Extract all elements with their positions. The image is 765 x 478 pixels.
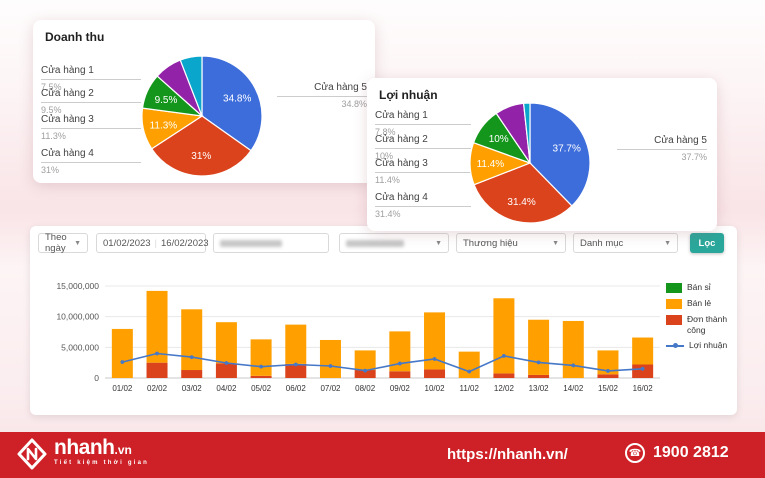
logo-wordmark: nhanh <box>54 436 115 459</box>
completed-orders-swatch-icon <box>666 315 682 325</box>
phone-icon: ☎ <box>625 443 645 463</box>
profit-line-icon <box>666 343 684 349</box>
svg-text:10%: 10% <box>489 134 509 145</box>
date-from-value[interactable]: 01/02/2023 <box>103 237 151 249</box>
svg-text:11.3%: 11.3% <box>150 120 178 131</box>
svg-text:08/02: 08/02 <box>355 384 376 393</box>
svg-text:13/02: 13/02 <box>529 384 550 393</box>
nhanh-logo: nhanh.vn Tiết kiệm thời gian <box>16 437 149 471</box>
svg-text:9.5%: 9.5% <box>155 95 178 106</box>
revenue-card: Doanh thu Cửa hàng 1 7.5% Cửa hàng 2 9.5… <box>33 20 375 183</box>
brand-select[interactable]: Thương hiệu ▼ <box>456 233 566 253</box>
filter-button[interactable]: Lọc <box>690 233 724 253</box>
group-by-select[interactable]: Theo ngày ▼ <box>38 232 88 254</box>
svg-text:04/02: 04/02 <box>216 384 237 393</box>
svg-text:11.4%: 11.4% <box>477 159 505 170</box>
chevron-down-icon: ▼ <box>435 239 442 247</box>
revenue-card-title: Doanh thu <box>45 30 105 44</box>
chevron-down-icon: ▼ <box>552 239 559 247</box>
svg-text:31.4%: 31.4% <box>507 197 535 208</box>
logo-tagline: Tiết kiệm thời gian <box>54 460 149 466</box>
profit-pie-chart: 37.7% 31.4% 11.4% 10% <box>469 102 591 224</box>
revenue-label-store5: Cửa hàng 5 34.8% <box>277 82 367 109</box>
redacted-text <box>220 239 282 247</box>
footer-hotline: ☎ 1900 2812 <box>625 443 729 463</box>
hotline-number: 1900 2812 <box>653 444 729 461</box>
date-divider: | <box>154 237 158 249</box>
footer-banner: nhanh.vn Tiết kiệm thời gian https://nha… <box>0 432 765 478</box>
revenue-label-store3: Cửa hàng 3 11.3% <box>41 114 141 141</box>
revenue-pie-chart: 34.8% 31% 11.3% 9.5% <box>141 55 263 177</box>
svg-text:01/02: 01/02 <box>112 384 133 393</box>
svg-text:31%: 31% <box>191 151 211 162</box>
profit-label-store2: Cửa hàng 2 10% <box>375 134 471 161</box>
sales-bar-chart: 0 5,000,000 10,000,000 15,000,000 01/02 02/02… <box>56 281 660 393</box>
svg-text:12/02: 12/02 <box>494 384 515 393</box>
svg-text:15,000,000: 15,000,000 <box>56 281 99 291</box>
profit-card: Lợi nhuận Cửa hàng 1 7.8% Cửa hàng 2 10%… <box>367 78 717 231</box>
svg-text:06/02: 06/02 <box>286 384 307 393</box>
svg-text:0: 0 <box>94 373 99 383</box>
legend-item-wholesale: Bán sỉ <box>666 282 736 293</box>
legend-item-retail: Bán lẻ <box>666 298 736 309</box>
profit-label-store5: Cửa hàng 5 37.7% <box>617 135 707 162</box>
chevron-down-icon: ▼ <box>74 239 81 247</box>
chart-legend: Bán sỉ Bán lẻ Đơn thành công Lợi nhuận <box>666 282 736 356</box>
svg-text:02/02: 02/02 <box>147 384 168 393</box>
report-card: Theo ngày ▼ 01/02/2023 | 16/02/2023 ▼ Th… <box>30 226 737 415</box>
svg-text:5,000,000: 5,000,000 <box>61 342 99 352</box>
svg-text:16/02: 16/02 <box>633 384 654 393</box>
svg-text:10/02: 10/02 <box>425 384 446 393</box>
redacted-store-select[interactable]: ▼ <box>339 233 449 253</box>
svg-text:09/02: 09/02 <box>390 384 411 393</box>
profit-label-store1: Cửa hàng 1 7.8% <box>375 110 471 137</box>
footer-url: https://nhanh.vn/ <box>447 446 568 463</box>
svg-text:07/02: 07/02 <box>320 384 341 393</box>
revenue-label-store2: Cửa hàng 2 9.5% <box>41 88 141 115</box>
redacted-search-input[interactable] <box>213 233 329 253</box>
legend-item-profit: Lợi nhuận <box>666 340 736 351</box>
legend-item-completed-orders: Đơn thành công <box>666 314 736 335</box>
wholesale-swatch-icon <box>666 283 682 293</box>
svg-text:15/02: 15/02 <box>598 384 619 393</box>
svg-text:37.7%: 37.7% <box>553 144 581 155</box>
date-range-picker[interactable]: 01/02/2023 | 16/02/2023 <box>96 233 217 253</box>
svg-text:34.8%: 34.8% <box>223 93 251 104</box>
svg-text:10,000,000: 10,000,000 <box>56 312 99 322</box>
profit-card-title: Lợi nhuận <box>379 88 438 102</box>
chevron-down-icon: ▼ <box>664 239 671 247</box>
date-to-value[interactable]: 16/02/2023 <box>161 237 209 249</box>
svg-text:05/02: 05/02 <box>251 384 272 393</box>
profit-label-store4: Cửa hàng 4 31.4% <box>375 192 471 219</box>
category-select[interactable]: Danh mục ▼ <box>573 233 678 253</box>
svg-text:14/02: 14/02 <box>563 384 584 393</box>
redacted-text <box>346 239 404 247</box>
svg-text:03/02: 03/02 <box>182 384 203 393</box>
revenue-label-store4: Cửa hàng 4 31% <box>41 148 141 175</box>
nhanh-diamond-icon <box>17 438 47 470</box>
retail-swatch-icon <box>666 299 682 309</box>
svg-text:11/02: 11/02 <box>460 384 480 393</box>
revenue-label-store1: Cửa hàng 1 7.5% <box>41 65 141 92</box>
profit-label-store3: Cửa hàng 3 11.4% <box>375 158 471 185</box>
